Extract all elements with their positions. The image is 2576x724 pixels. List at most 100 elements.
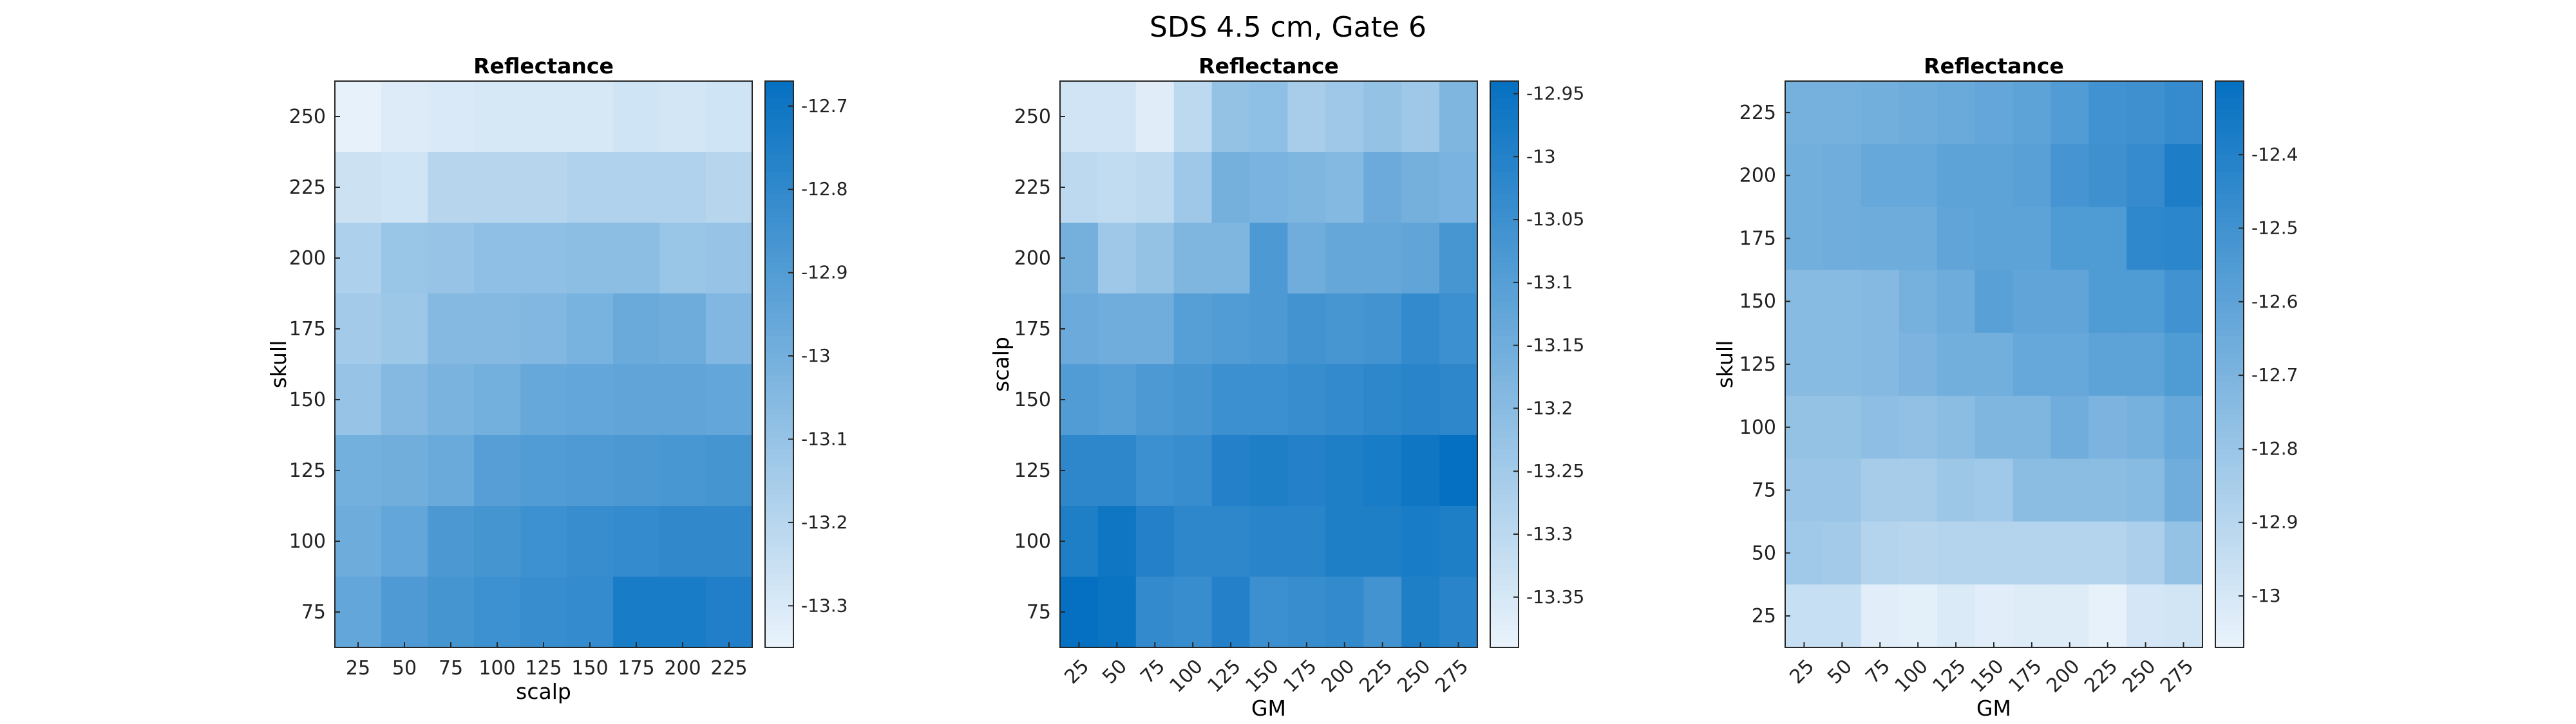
figure-title: SDS 4.5 cm, Gate 6 — [1150, 11, 1426, 44]
colorbar-segment — [2215, 120, 2244, 127]
heatmap-cell — [1439, 435, 1478, 506]
colorbar-segment — [1490, 545, 1519, 552]
colorbar-segment — [2215, 205, 2244, 212]
colorbar-segment — [765, 381, 793, 387]
heatmap-cell — [428, 81, 475, 153]
heatmap-cell — [613, 293, 660, 365]
colorbar-segment — [2215, 466, 2244, 472]
colorbar-segment — [2215, 596, 2244, 603]
colorbar-tick-label: -13.1 — [1526, 272, 1573, 293]
colorbar-tick-label: -13.3 — [801, 595, 848, 616]
colorbar-segment — [765, 81, 793, 88]
colorbar-segment — [2215, 200, 2244, 207]
heatmap-cell — [1363, 506, 1402, 577]
colorbar: -12.4 -12.5 -12.6 -12.7 -12.8 -12.9 -13 — [2215, 80, 2298, 648]
colorbar-segment — [1490, 557, 1519, 563]
heatmap-cell — [381, 152, 428, 223]
heatmap-cell — [2050, 333, 2089, 396]
heatmap-cell — [1173, 435, 1213, 506]
colorbar-segment — [765, 551, 793, 557]
colorbar-segment — [2215, 251, 2244, 257]
heatmap-cell — [706, 293, 753, 365]
colorbar-segment — [2215, 234, 2244, 240]
heatmap-cell — [1097, 152, 1137, 223]
colorbar-segment — [2215, 308, 2244, 314]
colorbar-segment — [765, 256, 793, 263]
heatmap-cell — [1249, 577, 1289, 648]
heatmap-cell — [2126, 81, 2165, 145]
heatmap-cell — [1173, 223, 1213, 294]
colorbar-segment — [1490, 466, 1519, 472]
colorbar-segment — [765, 330, 793, 337]
colorbar-segment — [2215, 211, 2244, 218]
heatmap-cell — [2164, 144, 2203, 208]
heatmap-cell — [1097, 293, 1137, 365]
heatmap-cell — [520, 577, 567, 648]
heatmap-cell — [1249, 435, 1289, 506]
colorbar-segment — [765, 149, 793, 155]
heatmap-cell — [1439, 506, 1478, 577]
heatmap-cell — [659, 506, 706, 577]
colorbar-tick-label: -13 — [1526, 145, 1556, 167]
heatmap-cell — [706, 435, 753, 506]
colorbar-segment — [765, 539, 793, 546]
x-tick-label: 25 — [346, 657, 370, 680]
colorbar-segment — [1490, 284, 1519, 292]
colorbar-segment — [1490, 500, 1519, 506]
heatmap-cell — [1060, 364, 1099, 436]
heatmap-cell — [335, 293, 382, 365]
colorbar-gradient — [765, 81, 793, 648]
heatmap-cell — [1899, 333, 1938, 396]
heatmap-cell — [1135, 223, 1175, 294]
x-tick-label: 225 — [2080, 655, 2122, 697]
colorbar-segment — [1490, 358, 1519, 365]
heatmap-cell — [1439, 152, 1478, 223]
colorbar-segment — [765, 262, 793, 268]
heatmap-cell — [1211, 506, 1251, 577]
colorbar-segment — [1490, 483, 1519, 490]
colorbar-segment — [1490, 290, 1519, 297]
colorbar-segment — [1490, 624, 1519, 631]
colorbar-segment — [2215, 115, 2244, 122]
heatmap-cell — [613, 81, 660, 153]
heatmap-cell — [1325, 577, 1364, 648]
heatmap-cell — [659, 223, 706, 294]
colorbar-segment — [1490, 415, 1519, 422]
x-tick-labels: 25 50 75 100 125 150 175 200 225 — [346, 642, 748, 680]
heatmap-cell — [613, 152, 660, 223]
colorbar-segment — [765, 194, 793, 201]
colorbar-segment — [1490, 523, 1519, 529]
colorbar-segment — [765, 364, 793, 371]
colorbar-segment — [765, 393, 793, 399]
heatmap-cell — [1211, 577, 1251, 648]
colorbar-segment — [1490, 608, 1519, 614]
heatmap-cell — [1363, 81, 1402, 153]
colorbar-segment — [1490, 268, 1519, 274]
y-tick-label: 25 — [1752, 605, 1776, 627]
colorbar-segment — [1490, 126, 1519, 133]
colorbar-segment — [1490, 539, 1519, 546]
heatmap-cell — [520, 435, 567, 506]
heatmap-cell — [381, 364, 428, 436]
colorbar-segment — [2215, 642, 2244, 648]
colorbar-segment — [1490, 183, 1519, 189]
colorbar-segment — [2215, 500, 2244, 506]
y-tick-label: 100 — [1739, 416, 1776, 439]
heatmap-cell — [381, 506, 428, 577]
colorbar-segment — [1490, 92, 1519, 98]
heatmap-cell — [1135, 577, 1175, 648]
colorbar-segment — [765, 138, 793, 144]
colorbar-tick-label: -12.9 — [801, 262, 848, 283]
heatmap-cell — [2088, 81, 2127, 145]
heatmap-cell — [706, 152, 753, 223]
colorbar-segment — [2215, 478, 2244, 484]
heatmap-cell — [1975, 458, 2014, 523]
colorbar-frame — [1490, 80, 1519, 648]
heatmap-cell — [1211, 223, 1251, 294]
heatmap-cell — [1439, 577, 1478, 648]
heatmap-cell — [1097, 364, 1137, 436]
x-tick-label: 275 — [2156, 655, 2198, 697]
colorbar-segment — [2215, 506, 2244, 512]
colorbar-segment — [2215, 454, 2244, 461]
colorbar-segment — [765, 86, 793, 93]
